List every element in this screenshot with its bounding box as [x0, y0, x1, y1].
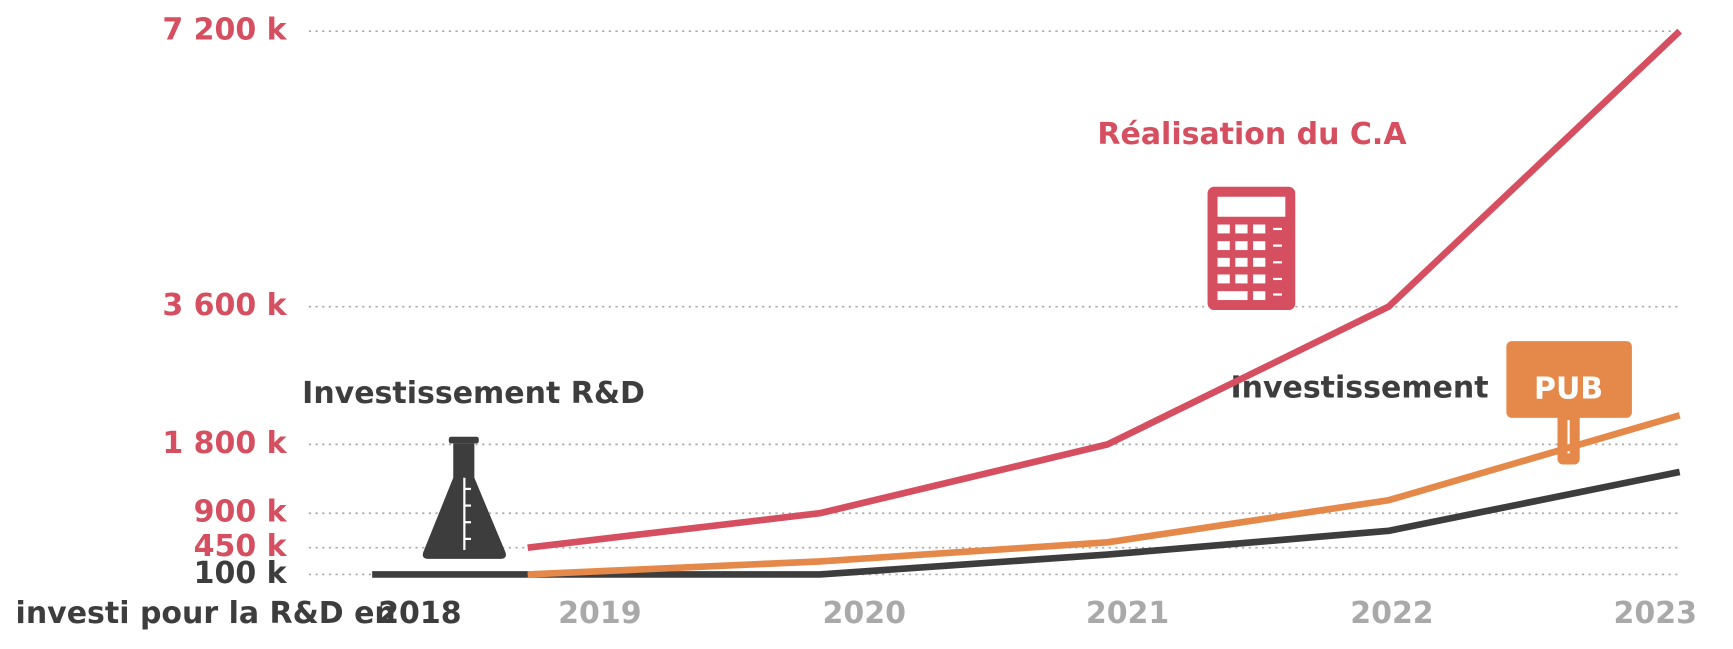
y-tick-label: 900 k [194, 495, 288, 530]
y-tick-label: 1 800 k [162, 426, 287, 461]
x-tick-label: 2019 [558, 596, 641, 631]
y-tick-label: 7 200 k [162, 13, 287, 48]
flask-icon [422, 436, 506, 559]
y-tick-label: 100 k [194, 556, 288, 591]
x-tick-label: 2018 [378, 596, 461, 631]
x-tick-label: 2022 [1350, 596, 1433, 631]
annotation: Réalisation du C.A [1097, 117, 1407, 152]
annotation: Investissement R&D [302, 376, 645, 411]
annotation: PUB [1534, 372, 1603, 407]
line-series [372, 468, 1681, 578]
y-tick-label: 3 600 k [162, 288, 287, 323]
annotation: Investissement [1230, 370, 1488, 405]
calculator-icon [1207, 186, 1296, 311]
annotation: investi pour la R&D en [16, 596, 396, 631]
y-tick-label: 450 k [194, 529, 288, 564]
line-series [527, 28, 1682, 551]
x-tick-label: 2023 [1614, 596, 1697, 631]
line-series [527, 412, 1681, 578]
x-tick-label: 2021 [1086, 596, 1169, 631]
x-tick-label: 2020 [823, 596, 906, 631]
